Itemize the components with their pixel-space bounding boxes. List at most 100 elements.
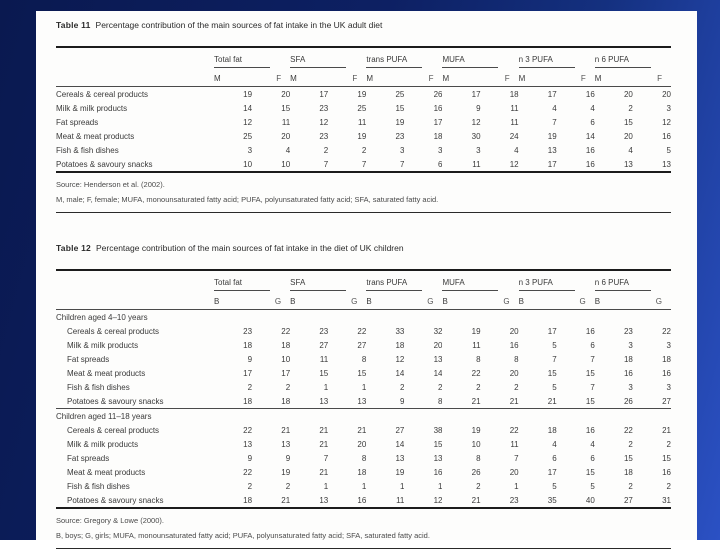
value-cell: 7 — [590, 382, 595, 392]
value-cell: 10 — [281, 354, 291, 364]
data-row: Fish & fish dishes 3 4 2 2 3 3 3 4 13 16 4 5 — [56, 143, 671, 157]
row-label: Fish & fish dishes — [67, 382, 130, 392]
row-label: Fish & fish dishes — [56, 145, 119, 155]
column-group-row: Total fat SFA trans PUFA MUFA n 3 PUFA n 6 PU… — [56, 270, 671, 291]
value-cell: 7 — [552, 117, 557, 127]
sub-header-B: B — [214, 291, 253, 310]
corner-cell — [56, 291, 214, 310]
column-group-header: MUFA — [442, 47, 518, 68]
row-label: Cereals & cereal products — [67, 425, 160, 435]
value-cell: 15 — [357, 368, 367, 378]
sub-header-B: B — [442, 291, 481, 310]
value-cell: 9 — [247, 354, 253, 364]
value-cell: 21 — [471, 396, 481, 406]
value-cell: 22 — [243, 467, 253, 477]
column-group-header: trans PUFA — [366, 47, 442, 68]
row-label: Meat & meat products — [67, 467, 146, 477]
value-cell: 1 — [361, 382, 367, 392]
sub-header-F: F — [556, 68, 595, 87]
value-cell: 7 — [323, 159, 329, 169]
value-cell: 12 — [471, 117, 481, 127]
value-cell: 8 — [476, 354, 481, 364]
sub-header-B: B — [366, 291, 405, 310]
value-cell: 11 — [319, 354, 329, 364]
value-cell: 20 — [509, 326, 519, 336]
value-cell: 16 — [662, 131, 671, 141]
sub-header-G: G — [252, 291, 291, 310]
value-cell: 16 — [509, 340, 519, 350]
value-cell: 25 — [395, 89, 405, 99]
corner-cell — [56, 68, 214, 87]
data-row: Fat spreads 9 9 7 8 13 13 8 7 6 6 15 15 — [56, 451, 671, 465]
value-cell: 6 — [590, 453, 595, 463]
table11: Total fat SFA trans PUFA MUFA n 3 PUFA n 6 PU… — [56, 46, 671, 173]
document-page: Table 11 Percentage contribution of the m… — [36, 11, 697, 549]
row-label: Potatoes & savoury snacks — [67, 495, 164, 505]
value-cell: 12 — [395, 354, 405, 364]
table11-caption: Percentage contribution of the main sour… — [95, 20, 383, 30]
value-cell: 14 — [433, 368, 443, 378]
table12-footnote: B, boys; G, girls; MUFA, monounsaturated… — [56, 531, 430, 540]
data-row: Potatoes & savoury snacks 18 18 13 13 9 8 21 21 2… — [56, 394, 671, 409]
value-cell: 22 — [357, 326, 367, 336]
value-cell: 30 — [471, 131, 481, 141]
value-cell: 21 — [281, 495, 291, 505]
value-cell: 18 — [662, 354, 671, 364]
value-cell: 2 — [438, 382, 443, 392]
value-cell: 25 — [357, 103, 367, 113]
value-cell: 5 — [666, 145, 671, 155]
value-cell: 23 — [509, 495, 519, 505]
value-cell: 8 — [361, 453, 367, 463]
sub-header-M: M — [366, 68, 405, 87]
row-label: Fat spreads — [67, 354, 110, 364]
value-cell: 15 — [623, 453, 633, 463]
sub-header-B: B — [594, 291, 633, 310]
value-cell: 18 — [395, 340, 405, 350]
value-cell: 2 — [247, 382, 253, 392]
value-cell: 8 — [476, 453, 481, 463]
value-cell: 16 — [433, 467, 443, 477]
value-cell: 14 — [395, 368, 405, 378]
value-cell: 2 — [628, 439, 633, 449]
value-cell: 16 — [662, 467, 671, 477]
sub-header-B: B — [518, 291, 557, 310]
sub-header-M: M — [518, 68, 557, 87]
value-cell: 7 — [323, 453, 329, 463]
value-cell: 2 — [666, 439, 671, 449]
value-cell: 2 — [399, 382, 405, 392]
value-cell: 18 — [433, 131, 443, 141]
row-label: Milk & milk products — [67, 340, 139, 350]
value-cell: 21 — [319, 425, 329, 435]
value-cell: 13 — [281, 439, 291, 449]
value-cell: 4 — [590, 103, 595, 113]
sub-header-F: F — [480, 68, 519, 87]
value-cell: 11 — [510, 103, 519, 113]
value-cell: 20 — [623, 131, 633, 141]
value-cell: 19 — [357, 131, 367, 141]
value-cell: 9 — [285, 453, 291, 463]
row-label: Milk & milk products — [67, 439, 139, 449]
value-cell: 2 — [285, 481, 291, 491]
value-cell: 40 — [585, 495, 595, 505]
value-cell: 10 — [471, 439, 481, 449]
table11-block: Table 11 Percentage contribution of the m… — [56, 20, 671, 213]
value-cell: 4 — [590, 439, 595, 449]
data-row: Milk & milk products 18 18 27 27 18 20 11 16 5 6 3 3 — [56, 338, 671, 352]
data-row: Fish & fish dishes 2 2 1 1 2 2 2 2 5 7 3 3 — [56, 380, 671, 394]
value-cell: 6 — [552, 453, 557, 463]
value-cell: 26 — [623, 396, 633, 406]
data-row: Potatoes & savoury snacks 18 21 13 16 11 12 21 2… — [56, 493, 671, 508]
sub-header-M: M — [442, 68, 481, 87]
value-cell: 13 — [662, 159, 671, 169]
value-cell: 22 — [509, 425, 519, 435]
value-cell: 1 — [438, 481, 443, 491]
value-cell: 24 — [509, 131, 519, 141]
data-row: Fat spreads 12 11 12 11 19 17 12 11 7 6 15 12 — [56, 115, 671, 129]
value-cell: 7 — [514, 453, 519, 463]
value-cell: 7 — [361, 159, 367, 169]
data-row: Cereals & cereal products 19 20 17 19 25 26 17 1… — [56, 87, 671, 102]
value-cell: 14 — [243, 103, 253, 113]
value-cell: 33 — [395, 326, 405, 336]
value-cell: 17 — [547, 467, 557, 477]
